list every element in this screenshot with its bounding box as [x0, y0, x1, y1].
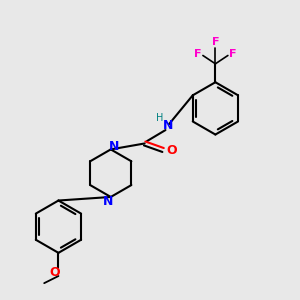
- Text: O: O: [50, 266, 60, 279]
- Text: N: N: [109, 140, 119, 153]
- Text: F: F: [212, 38, 219, 47]
- Text: F: F: [194, 49, 201, 59]
- Text: N: N: [103, 195, 113, 208]
- Text: O: O: [166, 143, 177, 157]
- Text: N: N: [163, 119, 173, 132]
- Text: H: H: [156, 113, 164, 123]
- Text: F: F: [230, 49, 237, 59]
